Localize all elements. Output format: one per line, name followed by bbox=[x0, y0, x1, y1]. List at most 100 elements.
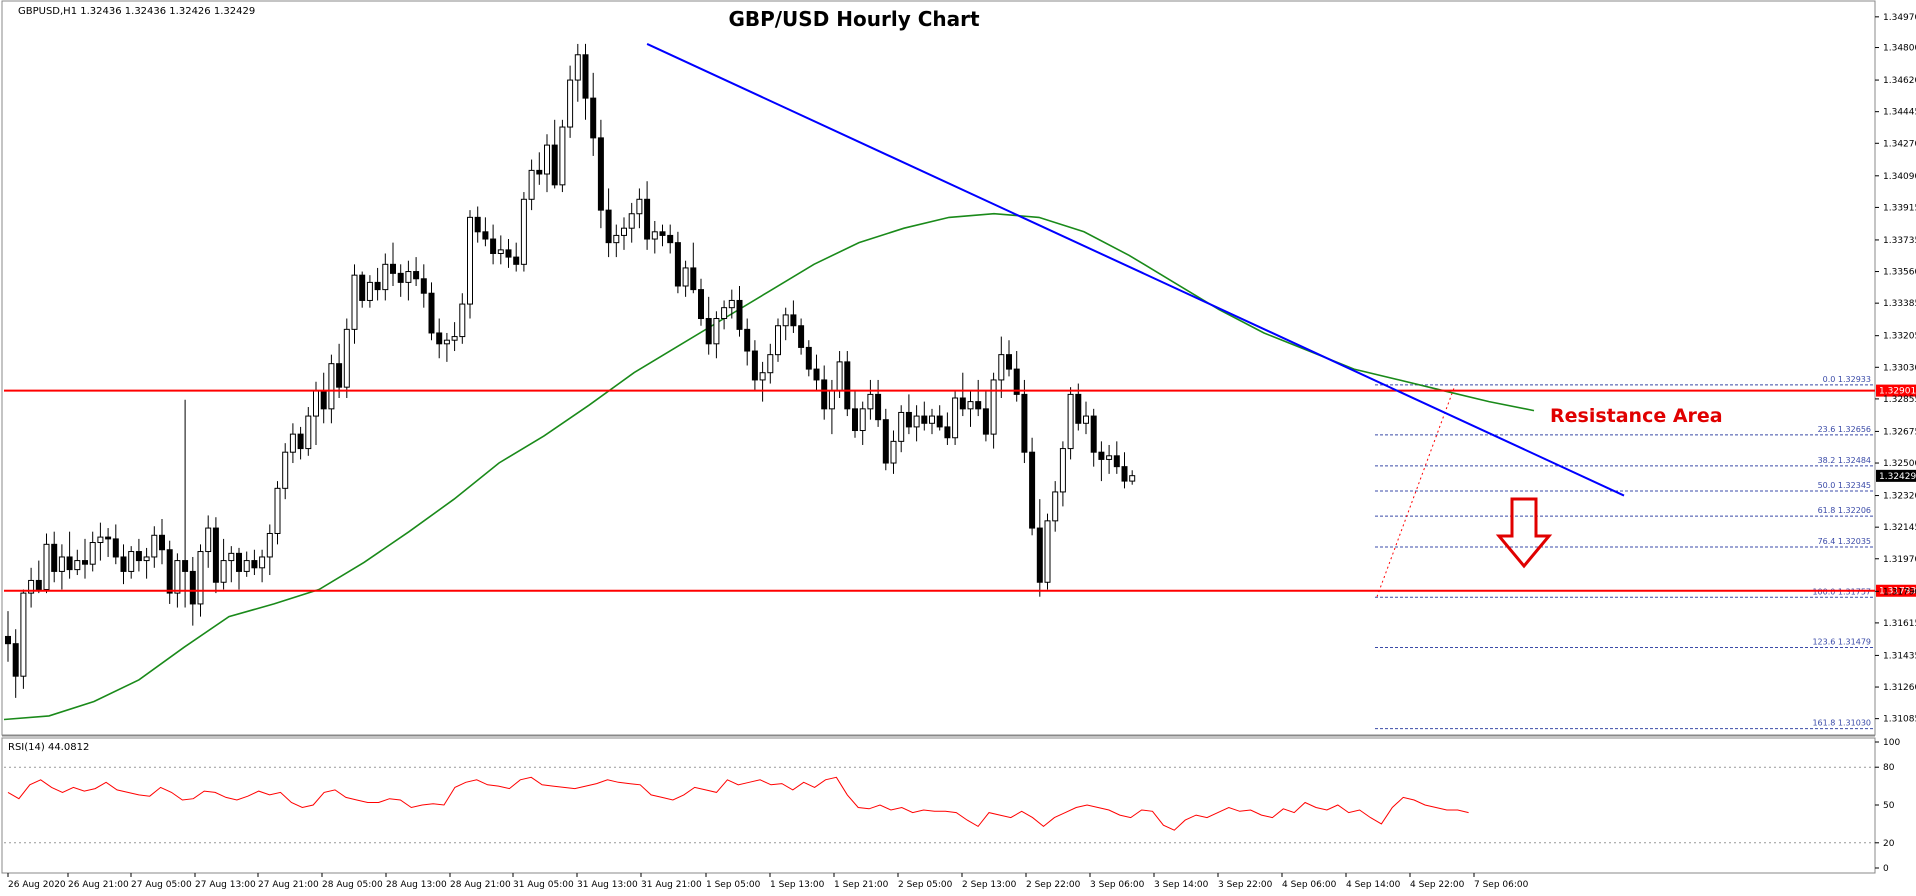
candle-body bbox=[266, 532, 273, 558]
candle-body bbox=[66, 556, 73, 571]
candle-body bbox=[251, 560, 258, 569]
x-tick-label: 4 Sep 22:00 bbox=[1410, 880, 1465, 890]
candle-body bbox=[189, 570, 196, 605]
price-label-box bbox=[1876, 469, 1916, 482]
candle-body bbox=[728, 299, 735, 309]
fib-level-label: 100.0 1.31757 bbox=[1812, 587, 1871, 596]
candle-body bbox=[821, 379, 828, 410]
candles-layer bbox=[5, 43, 1136, 698]
candle-body bbox=[674, 242, 681, 287]
candle-body bbox=[536, 169, 543, 175]
candle-body bbox=[1036, 527, 1043, 583]
candle-body bbox=[1113, 455, 1120, 468]
candle-body bbox=[836, 361, 843, 392]
candle-body bbox=[921, 415, 928, 424]
candle-body bbox=[197, 551, 204, 605]
candle-body bbox=[890, 440, 897, 464]
candle-body bbox=[990, 379, 997, 435]
candle-body bbox=[705, 318, 712, 345]
candle-body bbox=[174, 560, 181, 594]
candle-body bbox=[813, 368, 820, 381]
rsi-tick-label: 80 bbox=[1883, 763, 1895, 773]
x-tick-label: 3 Sep 06:00 bbox=[1090, 880, 1145, 890]
x-tick-label: 4 Sep 06:00 bbox=[1282, 880, 1337, 890]
candle-body bbox=[259, 556, 266, 569]
y-tick-label: 1.34445 bbox=[1883, 108, 1916, 118]
candle-body bbox=[497, 249, 504, 254]
candle-body bbox=[644, 198, 651, 240]
candle-body bbox=[467, 216, 473, 305]
x-tick-label: 2 Sep 05:00 bbox=[898, 880, 953, 890]
candle-body bbox=[1129, 475, 1136, 482]
candle-body bbox=[959, 397, 966, 410]
candle-body bbox=[89, 542, 96, 565]
y-tick-label: 1.33735 bbox=[1883, 236, 1916, 246]
y-tick-label: 1.31085 bbox=[1883, 715, 1916, 725]
candle-body bbox=[220, 560, 227, 583]
candle-body bbox=[58, 556, 65, 572]
candle-body bbox=[844, 361, 851, 410]
fib-level-label: 0.0 1.32933 bbox=[1823, 375, 1871, 384]
candle-body bbox=[390, 263, 396, 274]
candle-body bbox=[867, 393, 874, 410]
candle-body bbox=[166, 549, 173, 594]
y-tick-label: 1.34620 bbox=[1883, 76, 1916, 86]
candle-body bbox=[905, 411, 912, 428]
candle-body bbox=[1021, 393, 1028, 453]
rsi-label: RSI(14) 44.0812 bbox=[8, 742, 89, 753]
candle-body bbox=[751, 350, 758, 381]
x-tick-label: 31 Aug 13:00 bbox=[577, 880, 638, 890]
price-label-box bbox=[1876, 384, 1916, 397]
fib-level-label: 123.6 1.31479 bbox=[1812, 637, 1871, 646]
fib-level-label: 50.0 1.32345 bbox=[1818, 481, 1871, 490]
moving-average-layer bbox=[3, 212, 1535, 721]
candle-body bbox=[651, 231, 658, 240]
candle-body bbox=[28, 579, 35, 594]
candle-body bbox=[305, 415, 312, 450]
candle-body bbox=[590, 97, 597, 139]
candle-body bbox=[1098, 451, 1105, 460]
x-tick-label: 31 Aug 21:00 bbox=[641, 880, 702, 890]
candle-body bbox=[443, 339, 450, 345]
y-tick-label: 1.32320 bbox=[1883, 492, 1916, 502]
candle-body bbox=[852, 408, 858, 432]
candle-body bbox=[898, 411, 905, 442]
candle-body bbox=[205, 527, 212, 553]
rsi-tick-label: 20 bbox=[1883, 839, 1895, 849]
candle-body bbox=[482, 231, 489, 240]
candle-body bbox=[1029, 451, 1036, 529]
candle-body bbox=[12, 643, 19, 677]
candle-body bbox=[505, 249, 512, 258]
x-tick-label: 1 Sep 21:00 bbox=[834, 880, 889, 890]
candle-body bbox=[282, 451, 289, 489]
candle-body bbox=[490, 238, 497, 254]
candle-body bbox=[790, 314, 797, 327]
candle-body bbox=[551, 144, 558, 186]
y-tick-label: 1.34090 bbox=[1883, 172, 1916, 182]
axes-layer: 1.34970 1.34800 1.34620 1.34445 1.34270 1.340… bbox=[7, 13, 1916, 890]
candle-body bbox=[151, 534, 158, 558]
candle-body bbox=[35, 579, 42, 590]
candle-body bbox=[1006, 354, 1012, 370]
price-label: 1.32901 bbox=[1879, 387, 1916, 397]
price-label-box bbox=[1876, 584, 1916, 597]
chart-title: GBP/USD Hourly Chart bbox=[728, 7, 980, 31]
candle-body bbox=[459, 303, 466, 338]
candle-body bbox=[336, 363, 343, 388]
candle-body bbox=[366, 281, 373, 301]
y-tick-label: 1.34800 bbox=[1883, 44, 1916, 54]
y-tick-label: 1.33915 bbox=[1883, 203, 1916, 213]
candle-body bbox=[43, 543, 50, 590]
rsi-line bbox=[7, 776, 1469, 831]
bearish-arrow-icon bbox=[1495, 497, 1553, 569]
x-tick-label: 26 Aug 21:00 bbox=[68, 880, 129, 890]
y-tick-label: 1.34970 bbox=[1883, 13, 1916, 23]
candle-body bbox=[659, 231, 666, 236]
candle-body bbox=[759, 372, 766, 381]
candle-body bbox=[982, 408, 989, 435]
candle-body bbox=[559, 126, 566, 186]
candle-body bbox=[998, 354, 1005, 381]
candle-body bbox=[1121, 466, 1128, 482]
candle-body bbox=[513, 256, 520, 265]
